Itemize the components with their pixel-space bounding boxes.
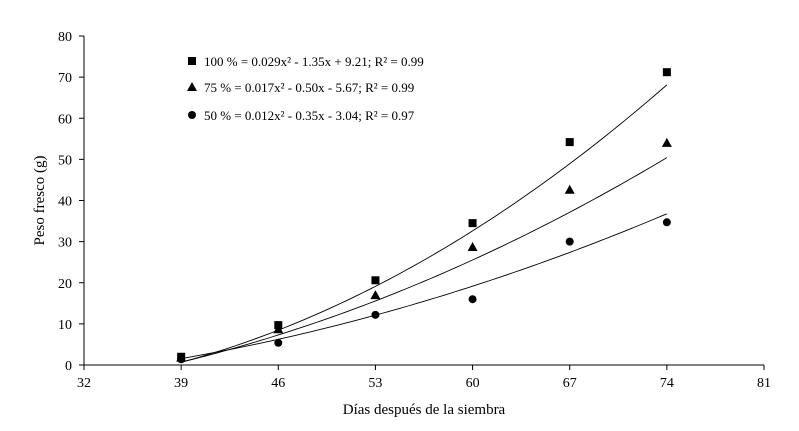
data-point-circle (177, 355, 186, 364)
x-tick-label: 74 (660, 376, 674, 391)
x-tick-label: 81 (757, 376, 771, 391)
x-tick-label: 46 (271, 376, 285, 391)
data-point-circle (565, 237, 574, 246)
y-tick-label: 50 (58, 153, 72, 168)
y-tick-label: 20 (58, 277, 72, 292)
data-point-square (371, 276, 380, 285)
legend-label-0: 100 % = 0.029x² - 1.35x + 9.21; R² = 0.9… (204, 54, 424, 69)
data-point-circle (274, 338, 283, 347)
y-tick-label: 30 (58, 236, 72, 251)
fit-curves (181, 84, 668, 363)
legend-marker-triangle (187, 82, 197, 91)
legend-label-2: 50 % = 0.012x² - 0.35x - 3.04; R² = 0.97 (204, 108, 415, 123)
y-tick-label: 40 (58, 195, 72, 210)
legend-label-1: 75 % = 0.017x² - 0.50x - 5.67; R² = 0.99 (204, 80, 414, 95)
y-tick-label: 80 (58, 30, 72, 45)
data-point-triangle (467, 241, 478, 251)
x-tick-label: 67 (563, 376, 577, 391)
data-point-circle (662, 218, 671, 227)
legend: 100 % = 0.029x² - 1.35x + 9.21; R² = 0.9… (187, 54, 424, 123)
x-tick-label: 39 (174, 376, 188, 391)
legend-marker-square (188, 57, 196, 65)
data-point-triangle (564, 184, 575, 194)
x-tick-label: 53 (368, 376, 382, 391)
x-axis-title: Días después de la siembra (343, 402, 506, 418)
data-point-square (565, 138, 574, 147)
data-point-square (468, 219, 477, 228)
legend-marker-circle (188, 111, 196, 119)
x-tick-label: 60 (466, 376, 480, 391)
axes: 32 39 46 53 60 67 74 81 0 10 20 30 40 50 60 70 80 Días de… (32, 30, 771, 418)
fit-curve-0 (181, 84, 668, 363)
fit-curve-2 (181, 213, 668, 360)
data-point-circle (468, 295, 477, 304)
y-tick-label: 60 (58, 112, 72, 127)
y-tick-label: 70 (58, 71, 72, 86)
data-point-square (662, 68, 671, 77)
y-tick-label: 10 (58, 318, 72, 333)
data-points (176, 68, 672, 364)
data-point-triangle (273, 324, 284, 334)
y-axis-title: Peso fresco (g) (32, 156, 48, 246)
x-tick-label: 32 (77, 376, 91, 391)
y-tick-label: 0 (65, 359, 72, 374)
data-point-circle (371, 310, 380, 319)
fit-curve-1 (181, 157, 668, 363)
data-point-triangle (661, 137, 672, 147)
data-point-triangle (370, 290, 381, 300)
